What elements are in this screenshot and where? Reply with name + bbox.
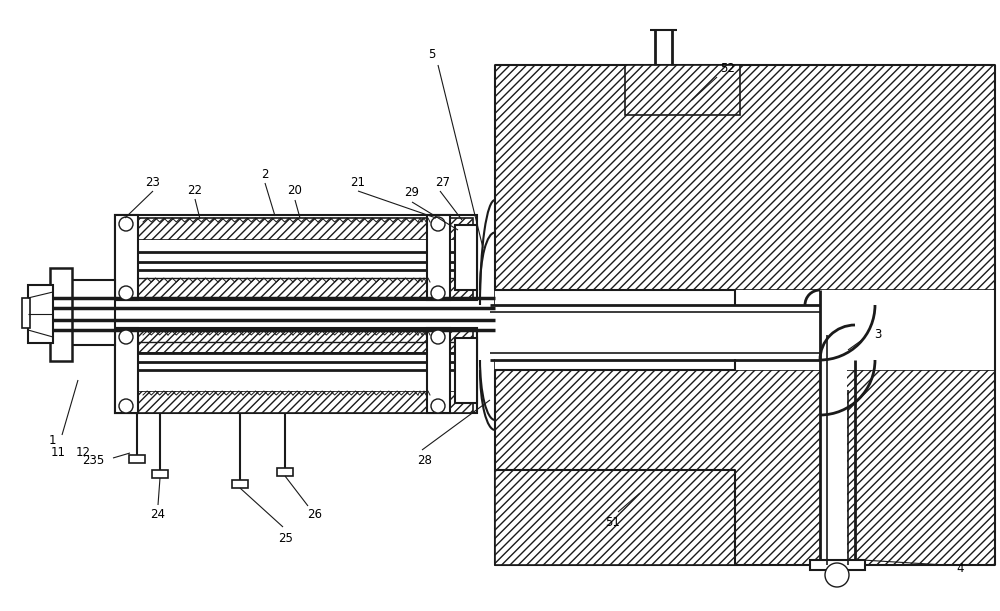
Text: 11: 11 xyxy=(50,445,66,458)
Text: 25: 25 xyxy=(279,532,293,544)
Text: 1: 1 xyxy=(48,433,56,447)
Bar xyxy=(70,280,115,345)
Text: 4: 4 xyxy=(956,562,964,574)
Circle shape xyxy=(431,330,445,344)
Bar xyxy=(427,215,450,300)
Circle shape xyxy=(825,563,849,587)
Text: 27: 27 xyxy=(436,175,450,189)
Circle shape xyxy=(431,399,445,413)
Text: 24: 24 xyxy=(150,508,166,522)
Circle shape xyxy=(119,399,133,413)
Text: 21: 21 xyxy=(351,175,366,189)
Text: 29: 29 xyxy=(404,186,420,200)
Text: 26: 26 xyxy=(308,508,322,522)
Text: 22: 22 xyxy=(188,183,202,197)
Bar xyxy=(50,268,72,361)
Bar xyxy=(28,285,53,343)
Bar xyxy=(115,300,477,328)
Bar xyxy=(138,331,473,353)
Bar xyxy=(455,225,477,290)
Text: 235: 235 xyxy=(82,453,104,467)
Text: 5: 5 xyxy=(428,48,436,62)
Bar xyxy=(821,335,847,565)
Bar xyxy=(495,370,995,565)
Text: 3: 3 xyxy=(874,329,882,342)
Bar xyxy=(810,560,865,570)
Bar xyxy=(115,328,477,413)
Bar xyxy=(495,338,735,370)
Text: 28: 28 xyxy=(418,453,432,467)
Bar xyxy=(427,328,450,413)
Bar xyxy=(491,306,821,359)
Circle shape xyxy=(119,330,133,344)
Text: 51: 51 xyxy=(606,516,620,529)
Bar xyxy=(232,480,248,488)
Bar xyxy=(152,470,168,478)
Text: 12: 12 xyxy=(76,445,90,458)
Bar xyxy=(625,65,740,115)
Bar xyxy=(115,328,138,413)
Bar xyxy=(138,218,473,240)
Bar xyxy=(138,391,473,413)
Bar xyxy=(22,298,30,328)
Bar xyxy=(115,353,477,391)
Bar xyxy=(129,455,145,463)
Bar xyxy=(115,215,138,300)
Bar xyxy=(138,278,473,300)
Bar xyxy=(115,215,477,300)
Bar xyxy=(115,240,477,278)
Text: 23: 23 xyxy=(146,175,160,189)
Text: 2: 2 xyxy=(261,169,269,181)
Bar xyxy=(495,470,735,565)
Circle shape xyxy=(431,286,445,300)
Bar xyxy=(495,290,735,322)
Bar xyxy=(277,468,293,476)
Bar xyxy=(455,338,477,403)
Text: 20: 20 xyxy=(288,185,302,197)
Bar xyxy=(495,65,995,290)
Circle shape xyxy=(119,286,133,300)
Circle shape xyxy=(119,217,133,231)
Circle shape xyxy=(431,217,445,231)
Bar xyxy=(495,290,995,370)
Text: 52: 52 xyxy=(721,62,735,75)
